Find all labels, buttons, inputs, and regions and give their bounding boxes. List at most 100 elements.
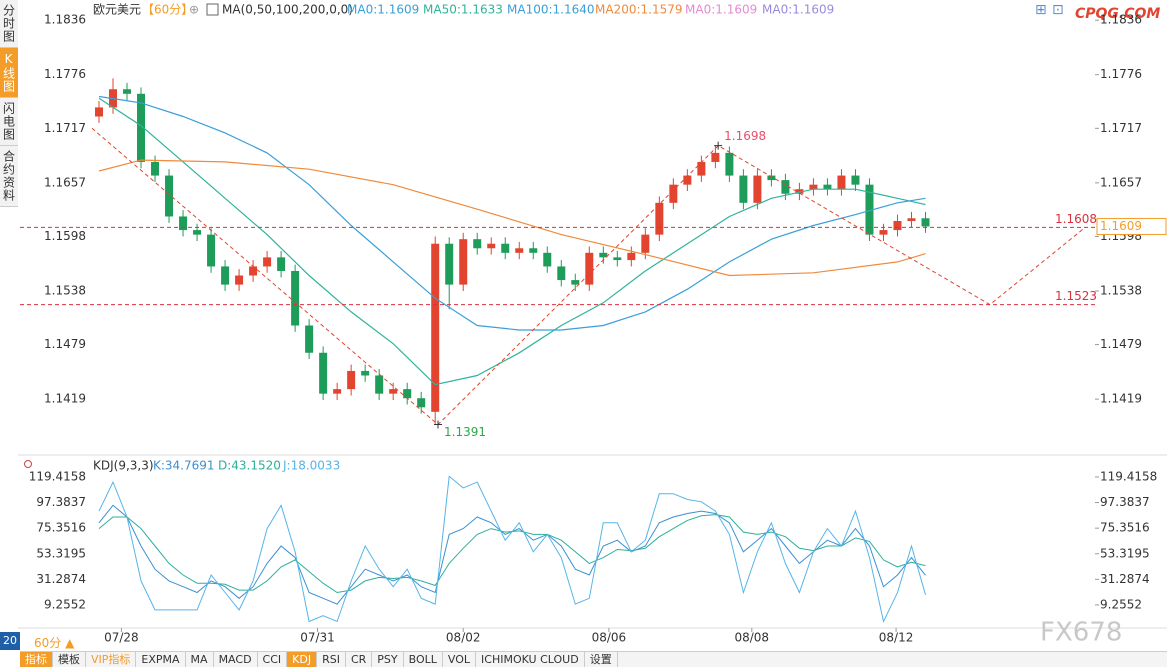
y-tick-label: 53.3195	[1100, 546, 1150, 560]
toolbar-item[interactable]: 模板	[53, 652, 86, 667]
sidebar-tab[interactable]: 分时图	[0, 0, 18, 48]
x-tick-label: 07/28	[104, 631, 139, 645]
y-tick-label: 1.1717	[1100, 121, 1142, 135]
candle-body	[543, 252, 552, 267]
y-tick-label: 1.1717	[44, 121, 86, 135]
legend-item: MA100:1.1640	[507, 3, 595, 17]
sidebar-tab[interactable]: K线图	[0, 48, 18, 98]
candle-body	[781, 180, 790, 194]
y-tick-label: 53.3195	[36, 546, 86, 560]
candle-body	[795, 189, 804, 194]
chart: 欧元美元 【60分】 ⊕ MA(0,50,100,200,0,0) CPQG.C…	[18, 2, 1167, 648]
candle-body	[137, 93, 146, 162]
toolbar-item[interactable]: PSY	[372, 652, 404, 667]
candle-body	[571, 280, 580, 285]
candle-body	[683, 175, 692, 185]
candle-body	[585, 252, 594, 285]
candle-body	[837, 175, 846, 190]
x-tick-label: 08/02	[446, 631, 481, 645]
ma-line	[98, 95, 926, 331]
candle-body	[641, 234, 650, 253]
y-tick-label: 119.4158	[29, 469, 86, 483]
icon[interactable]: ⊞	[1035, 2, 1047, 18]
candle-body	[753, 175, 762, 203]
y-tick-label: 1.1419	[1100, 392, 1142, 406]
ma-line	[98, 159, 926, 277]
candle-body	[893, 221, 902, 231]
sidebar-tab[interactable]: 合约资料	[0, 146, 18, 207]
chart-title: 欧元美元	[93, 3, 141, 17]
candle-body	[207, 234, 216, 267]
x-tick-label: 08/08	[734, 631, 769, 645]
settings-icon[interactable]	[24, 460, 32, 468]
legend-item: MA200:1.1579	[595, 3, 683, 17]
toolbar-item[interactable]: VIP指标	[86, 652, 137, 667]
candle-body	[431, 243, 440, 412]
candle-body	[151, 161, 160, 176]
toolbar-item[interactable]: RSI	[317, 652, 346, 667]
candle-body	[305, 325, 314, 353]
watermark: FX678	[1040, 618, 1122, 648]
icon[interactable]: ⊡	[1052, 2, 1064, 18]
y-tick-label: 1.1836	[1100, 13, 1142, 27]
x-tick-label: 08/06	[592, 631, 627, 645]
annotation-label: 1.1698	[724, 129, 766, 143]
candle-body	[725, 152, 734, 176]
candle-body	[193, 230, 202, 235]
candle-body	[235, 275, 244, 285]
toolbar-item[interactable]: ICHIMOKU CLOUD	[476, 652, 585, 667]
candle-body	[403, 389, 412, 399]
candle-body	[333, 389, 342, 394]
legend-item: J:18.0033	[282, 459, 340, 473]
legend-item: MA0:1.1609	[347, 3, 419, 17]
legend-item: MA50:1.1633	[423, 3, 503, 17]
candle-body	[123, 89, 132, 94]
toolbar-item[interactable]: CR	[346, 652, 373, 667]
y-tick-label: 75.3516	[36, 521, 86, 535]
toolbar-item[interactable]: MACD	[214, 652, 258, 667]
level-label: 1.1523	[1055, 289, 1097, 303]
candle-body	[669, 184, 678, 203]
candle-body	[865, 184, 874, 235]
candle-body	[165, 175, 174, 217]
toolbar-item[interactable]: VOL	[443, 652, 477, 667]
icon[interactable]	[206, 3, 219, 16]
kdj-title: KDJ(9,3,3)	[93, 459, 154, 473]
toolbar-item[interactable]: CCI	[258, 652, 288, 667]
candle-body	[655, 202, 664, 235]
candle-body	[263, 257, 272, 267]
period-button[interactable]: 60分 ▲	[34, 636, 75, 650]
kdj-line	[98, 475, 926, 624]
toolbar-item[interactable]: KDJ	[287, 652, 318, 667]
y-tick-label: 31.2874	[1100, 572, 1150, 586]
annotation-label: 1.1391	[444, 425, 486, 439]
legend-item: MA0:1.1609	[762, 3, 834, 17]
toolbar-item[interactable]: EXPMA	[136, 652, 186, 667]
candle-body	[529, 248, 538, 253]
candle-body	[557, 266, 566, 281]
candle-body	[767, 175, 776, 181]
candle-body	[823, 184, 832, 190]
candle-body	[473, 239, 482, 249]
x-tick-label: 07/31	[300, 631, 335, 645]
y-tick-label: 1.1538	[44, 283, 86, 297]
candle-body	[809, 184, 818, 190]
y-tick-label: 9.2552	[44, 597, 86, 611]
toolbar-item[interactable]: 设置	[585, 652, 618, 667]
toolbar-item[interactable]: MA	[186, 652, 214, 667]
candle-body	[515, 248, 524, 253]
y-tick-label: 97.3837	[1100, 495, 1150, 509]
candle-body	[487, 243, 496, 249]
y-tick-label: 9.2552	[1100, 597, 1142, 611]
toolbar-item[interactable]: BOLL	[404, 652, 443, 667]
toolbar-item[interactable]: 指标	[20, 652, 53, 667]
icon[interactable]: ⊕	[189, 3, 199, 17]
y-tick-label: 1.1776	[1100, 67, 1142, 81]
kdj-line	[98, 514, 926, 594]
zoom[interactable]: 20	[0, 632, 20, 650]
y-tick-label: 31.2874	[36, 572, 86, 586]
y-tick-label: 1.1657	[1100, 175, 1142, 189]
sidebar-tab[interactable]: 闪电图	[0, 98, 18, 146]
y-tick-label: 1.1538	[1100, 283, 1142, 297]
